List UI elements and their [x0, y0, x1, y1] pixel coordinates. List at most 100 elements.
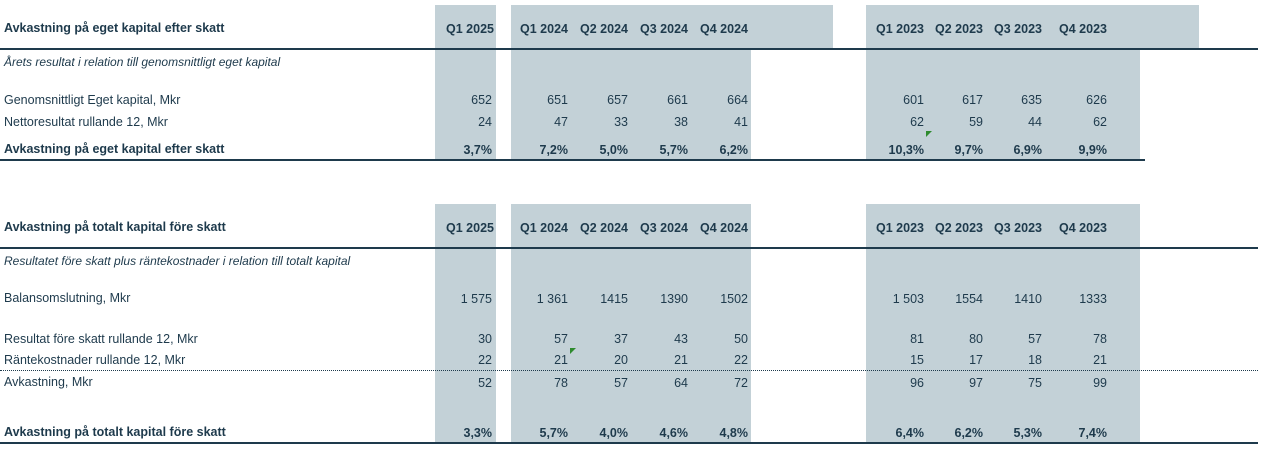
table2-total-label: Avkastning på totalt kapital före skatt: [4, 425, 226, 439]
table1-cell: 24: [478, 115, 492, 129]
table1-total-label: Avkastning på eget kapital efter skatt: [4, 142, 225, 156]
table2-cell: 21: [1093, 353, 1107, 367]
table1-total-cell: 5,7%: [659, 143, 689, 157]
band-q1-2025-t1: [435, 5, 496, 160]
table2-cell: 1 361: [536, 292, 568, 306]
table2-row-label: Räntekostnader rullande 12, Mkr: [4, 353, 186, 367]
band-2023-t1: [866, 5, 1140, 160]
table2-cell: 22: [734, 353, 748, 367]
table2-header-q1-2025: Q1 2025: [446, 221, 494, 235]
table2-total-cell: 3,3%: [463, 426, 493, 440]
table1-total-cell: 9,7%: [954, 143, 984, 157]
table1-cell: 47: [554, 115, 568, 129]
table2-cell: 80: [969, 332, 983, 346]
table2-total-cell: 5,7%: [539, 426, 569, 440]
table2-cell: 17: [969, 353, 983, 367]
table2-cell: 81: [910, 332, 924, 346]
table1-header-q1-2024: Q1 2024: [520, 22, 568, 36]
table2-cell: 78: [1093, 332, 1107, 346]
table2-cell: 57: [554, 332, 568, 346]
table2-cell: 1 503: [892, 292, 924, 306]
table1-total-cell: 10,3%: [888, 143, 924, 157]
table2-cell: 15: [910, 353, 924, 367]
table2-cell: 1 575: [460, 292, 492, 306]
table1-cell: 33: [614, 115, 628, 129]
table1-cell: 59: [969, 115, 983, 129]
table2-cell: 75: [1028, 376, 1042, 390]
table2-sum-divider: [0, 370, 1258, 371]
table1-header-q4-2024: Q4 2024: [700, 22, 748, 36]
table2-subtitle: Resultatet före skatt plus räntekostnade…: [4, 254, 351, 268]
table2-total-cell: 6,4%: [895, 426, 925, 440]
table2-header-q1-2023: Q1 2023: [876, 221, 924, 235]
table2-header-q4-2023: Q4 2023: [1059, 221, 1107, 235]
table2-cell: 1390: [660, 292, 688, 306]
table2-header-q3-2023: Q3 2023: [994, 221, 1042, 235]
table1-bottom-rule: [0, 159, 1145, 161]
band-2024-header-ext: [751, 5, 833, 49]
comment-marker-icon: [926, 131, 932, 137]
table1-row-label: Genomsnittligt Eget kapital, Mkr: [4, 93, 181, 107]
table2-cell: 99: [1093, 376, 1107, 390]
table2-cell: 1502: [720, 292, 748, 306]
table2-total-cell: 4,8%: [719, 426, 749, 440]
table2-header-q3-2024: Q3 2024: [640, 221, 688, 235]
table1-cell: 651: [547, 93, 568, 107]
band-2023-header-ext: [1140, 5, 1199, 49]
table2-total-cell: 4,0%: [599, 426, 629, 440]
table1-total-cell: 6,9%: [1013, 143, 1043, 157]
table1-total-cell: 5,0%: [599, 143, 629, 157]
table1-cell: 44: [1028, 115, 1042, 129]
table1-cell: 626: [1086, 93, 1107, 107]
band-q1-2025-t2: [435, 204, 496, 443]
table2-cell: 20: [614, 353, 628, 367]
table1-total-cell: 6,2%: [719, 143, 749, 157]
table1-subtitle: Årets resultat i relation till genomsnit…: [4, 55, 281, 69]
table2-row-label: Avkastning, Mkr: [4, 375, 93, 389]
table1-cell: 62: [910, 115, 924, 129]
table2-cell: 57: [614, 376, 628, 390]
table1-header-q2-2023: Q2 2023: [935, 22, 983, 36]
table1-cell: 635: [1021, 93, 1042, 107]
table2-cell: 52: [478, 376, 492, 390]
table1-header-q3-2023: Q3 2023: [994, 22, 1042, 36]
table2-cell: 57: [1028, 332, 1042, 346]
table1-total-cell: 9,9%: [1078, 143, 1108, 157]
table2-row-label: Balansomslutning, Mkr: [4, 291, 131, 305]
band-2024-t2: [511, 204, 751, 443]
table2-cell: 1333: [1079, 292, 1107, 306]
table2-header-q2-2024: Q2 2024: [580, 221, 628, 235]
table2-cell: 43: [674, 332, 688, 346]
table1-cell: 661: [667, 93, 688, 107]
table1-total-cell: 7,2%: [539, 143, 569, 157]
table1-cell: 617: [962, 93, 983, 107]
table1-title: Avkastning på eget kapital efter skatt: [4, 21, 225, 35]
table1-cell: 601: [903, 93, 924, 107]
table2-cell: 22: [478, 353, 492, 367]
table1-header-q1-2025: Q1 2025: [446, 22, 494, 36]
table2-cell: 96: [910, 376, 924, 390]
table1-cell: 41: [734, 115, 748, 129]
table1-total-cell: 3,7%: [463, 143, 493, 157]
table2-cell: 1554: [955, 292, 983, 306]
table2-header-rule: [0, 247, 1258, 249]
table2-cell: 21: [554, 353, 568, 367]
table2-cell: 30: [478, 332, 492, 346]
table2-cell: 1410: [1014, 292, 1042, 306]
table2-cell: 50: [734, 332, 748, 346]
table2-total-cell: 5,3%: [1013, 426, 1043, 440]
table1-header-q4-2023: Q4 2023: [1059, 22, 1107, 36]
table2-header-q4-2024: Q4 2024: [700, 221, 748, 235]
table1-row-label: Nettoresultat rullande 12, Mkr: [4, 115, 168, 129]
band-2024-t1: [511, 5, 751, 160]
table1-header-q3-2024: Q3 2024: [640, 22, 688, 36]
table2-header-q1-2024: Q1 2024: [520, 221, 568, 235]
table1-header-q1-2023: Q1 2023: [876, 22, 924, 36]
table1-header-rule: [0, 48, 1258, 50]
table2-cell: 37: [614, 332, 628, 346]
table2-cell: 78: [554, 376, 568, 390]
table1-cell: 652: [471, 93, 492, 107]
table2-cell: 1415: [600, 292, 628, 306]
table2-title: Avkastning på totalt kapital före skatt: [4, 220, 226, 234]
table2-bottom-rule: [0, 442, 1258, 444]
